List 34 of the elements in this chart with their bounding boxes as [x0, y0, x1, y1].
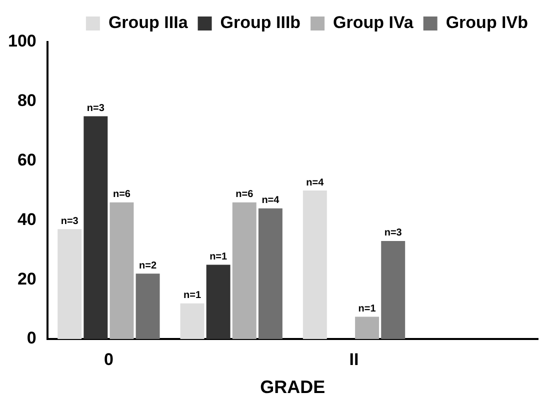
annotation: n=6	[236, 189, 254, 200]
annotation: n=4	[262, 195, 280, 206]
y-tick-label: 100	[8, 32, 36, 51]
bar	[381, 240, 406, 339]
x-tick-label: II	[349, 350, 359, 369]
annotation: n=1	[210, 252, 228, 262]
annotation: n=2	[139, 260, 157, 272]
annotation: n=1	[358, 303, 376, 314]
bar	[302, 190, 327, 339]
bar	[58, 229, 82, 339]
bar	[258, 208, 282, 339]
annotation: n=1	[183, 290, 202, 302]
bar	[180, 303, 204, 339]
y-tick-label: 40	[17, 210, 36, 229]
y-tick-label: 60	[17, 150, 36, 170]
annotation: n=6	[112, 189, 131, 200]
annotation: n=4	[306, 177, 324, 188]
annotation: n=3	[60, 216, 79, 227]
legend-label: Group IIIa	[108, 13, 188, 32]
bar	[136, 274, 160, 339]
y-tick-label: 20	[17, 269, 36, 288]
annotation: n=3	[86, 103, 105, 114]
annotation: n=3	[384, 228, 402, 239]
legend-label: Group IVb	[446, 13, 528, 32]
bar	[206, 264, 230, 339]
x-axis-title: GRADE	[260, 377, 326, 398]
y-tick-label: 80	[17, 91, 36, 110]
legend-label: Group IVa	[333, 13, 414, 32]
legend-label: Group IIIb	[220, 13, 301, 32]
y-tick-label: 0	[26, 328, 36, 348]
bar	[355, 316, 380, 339]
bar	[110, 202, 134, 339]
bar	[232, 202, 256, 339]
bar	[84, 116, 108, 339]
